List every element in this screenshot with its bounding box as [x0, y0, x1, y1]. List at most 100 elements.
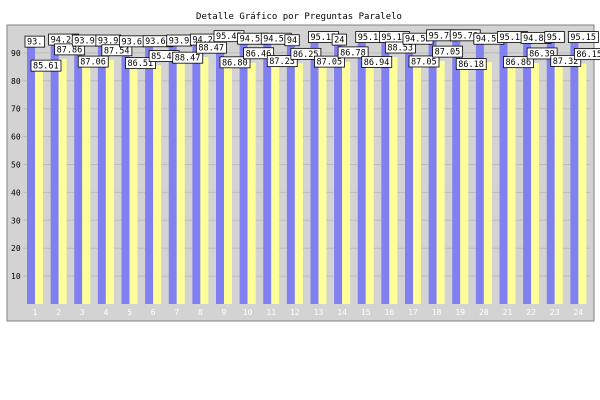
data-label-box	[54, 43, 86, 56]
bar-series-2	[507, 61, 516, 304]
data-label: 86.94	[364, 58, 390, 68]
x-tick-label: 21	[503, 308, 513, 317]
bar-series-1	[192, 41, 201, 304]
bar-series-1	[74, 42, 83, 304]
data-label: 94.55	[240, 35, 266, 45]
x-tick-label: 8	[198, 308, 203, 317]
y-tick-label: 10	[11, 272, 21, 281]
chart-title: Detalle Gráfico por Preguntas Paralelo	[196, 12, 402, 22]
x-tick-label: 3	[80, 308, 85, 317]
y-tick-labels: 10 20 30 40 50 60 70 80 90	[11, 49, 21, 281]
data-label: 95.15	[381, 33, 407, 43]
data-label: 87.05	[411, 57, 437, 67]
data-label: 88.47	[198, 44, 224, 54]
data-label: 87.32	[553, 57, 579, 67]
data-label: 86.18	[458, 60, 484, 70]
x-tick-label: 17	[408, 308, 418, 317]
y-tick-label: 40	[11, 188, 21, 197]
x-tick-label: 13	[314, 308, 324, 317]
data-label-box	[219, 56, 251, 69]
bar-series-1	[263, 40, 272, 304]
x-tick-label: 7	[174, 308, 179, 317]
data-label: 94.24	[51, 36, 77, 46]
bar-series-2	[294, 63, 303, 304]
bar-series-2	[318, 61, 327, 305]
data-label-box	[290, 47, 322, 60]
bar-series-2	[105, 59, 114, 305]
data-label-box	[361, 56, 393, 68]
data-label: 86.39	[529, 49, 555, 59]
bar-series-1	[381, 38, 390, 305]
data-label: 86.46	[246, 49, 272, 59]
y-tick-label: 80	[11, 77, 21, 86]
data-label: 95.15	[358, 33, 384, 43]
y-tick-label: 50	[11, 161, 21, 170]
x-tick-label: 2	[56, 308, 61, 317]
bar-series-1	[97, 42, 106, 304]
bar-series-1	[570, 38, 579, 305]
x-tick-label: 14	[337, 308, 347, 317]
x-tick-label: 23	[550, 308, 560, 317]
y-tick-label: 20	[11, 244, 21, 253]
data-label: 87.05	[435, 48, 461, 58]
data-label: 85.61	[33, 62, 59, 72]
bar-series-2	[129, 62, 138, 304]
y-tick-label: 60	[11, 133, 21, 142]
bar-series-1	[27, 43, 35, 304]
data-label-box	[432, 45, 464, 58]
x-tick-labels: 1 2 3 4 5 6 7 8 9 10 11 12 13 14 15 16 17 18 19 20 21 22 23 24	[33, 308, 584, 317]
data-label-box	[172, 51, 204, 64]
data-label-box	[550, 54, 582, 67]
data-label: 87.54	[104, 46, 130, 56]
data-label: 88.53	[387, 44, 413, 54]
bar-series-2	[554, 60, 563, 305]
bar-series-1	[239, 40, 248, 304]
data-label-box	[455, 58, 487, 70]
data-label: 94.55	[263, 35, 289, 45]
bar-series-1	[499, 38, 508, 305]
data-label-box	[544, 31, 565, 43]
bar-series-1	[357, 38, 366, 305]
bar-series-2	[460, 63, 469, 304]
data-label: 93.9	[169, 37, 189, 47]
bar-series-2	[365, 61, 374, 304]
bar-series-2	[483, 61, 492, 305]
data-label-box	[337, 46, 369, 59]
data-label: 95.76	[452, 31, 478, 41]
bar-series-1	[310, 38, 319, 305]
data-label: 94.55	[476, 35, 502, 45]
bar-series-1	[334, 41, 343, 304]
data-label: 94.24	[192, 36, 218, 46]
data-label: 88.47	[175, 54, 201, 64]
data-label-box	[567, 31, 599, 43]
x-tick-label: 10	[243, 308, 253, 317]
x-tick-label: 5	[127, 308, 132, 317]
y-tick-label: 30	[11, 216, 21, 225]
x-tick-label: 20	[479, 308, 489, 317]
data-label: 85.47	[151, 52, 177, 62]
data-label-box	[195, 41, 227, 54]
data-label: 93.9	[98, 37, 118, 47]
data-label-box	[101, 44, 133, 57]
bar-series-2	[531, 62, 540, 305]
bar-series-1	[121, 42, 130, 305]
data-label: 93.6	[122, 37, 142, 47]
bar-series-2	[436, 61, 445, 305]
data-label: 95.76	[429, 31, 455, 41]
data-label: 87.23	[269, 57, 295, 67]
data-label: 95.15	[570, 33, 596, 43]
data-label: 24	[334, 36, 344, 46]
x-tick-label: 4	[103, 308, 108, 317]
data-label: 86.15	[576, 50, 600, 60]
x-tick-label: 9	[222, 308, 227, 317]
bar-series-2	[342, 61, 351, 304]
data-label-box	[24, 35, 46, 48]
data-label: 94	[287, 36, 297, 46]
bar-series-2	[389, 57, 398, 305]
bar-series-1	[452, 36, 461, 305]
bars	[27, 36, 587, 305]
x-tick-label: 24	[574, 308, 584, 317]
data-label: 93.	[27, 38, 42, 48]
data-label-box	[384, 41, 416, 54]
bar-series-1	[286, 41, 295, 305]
